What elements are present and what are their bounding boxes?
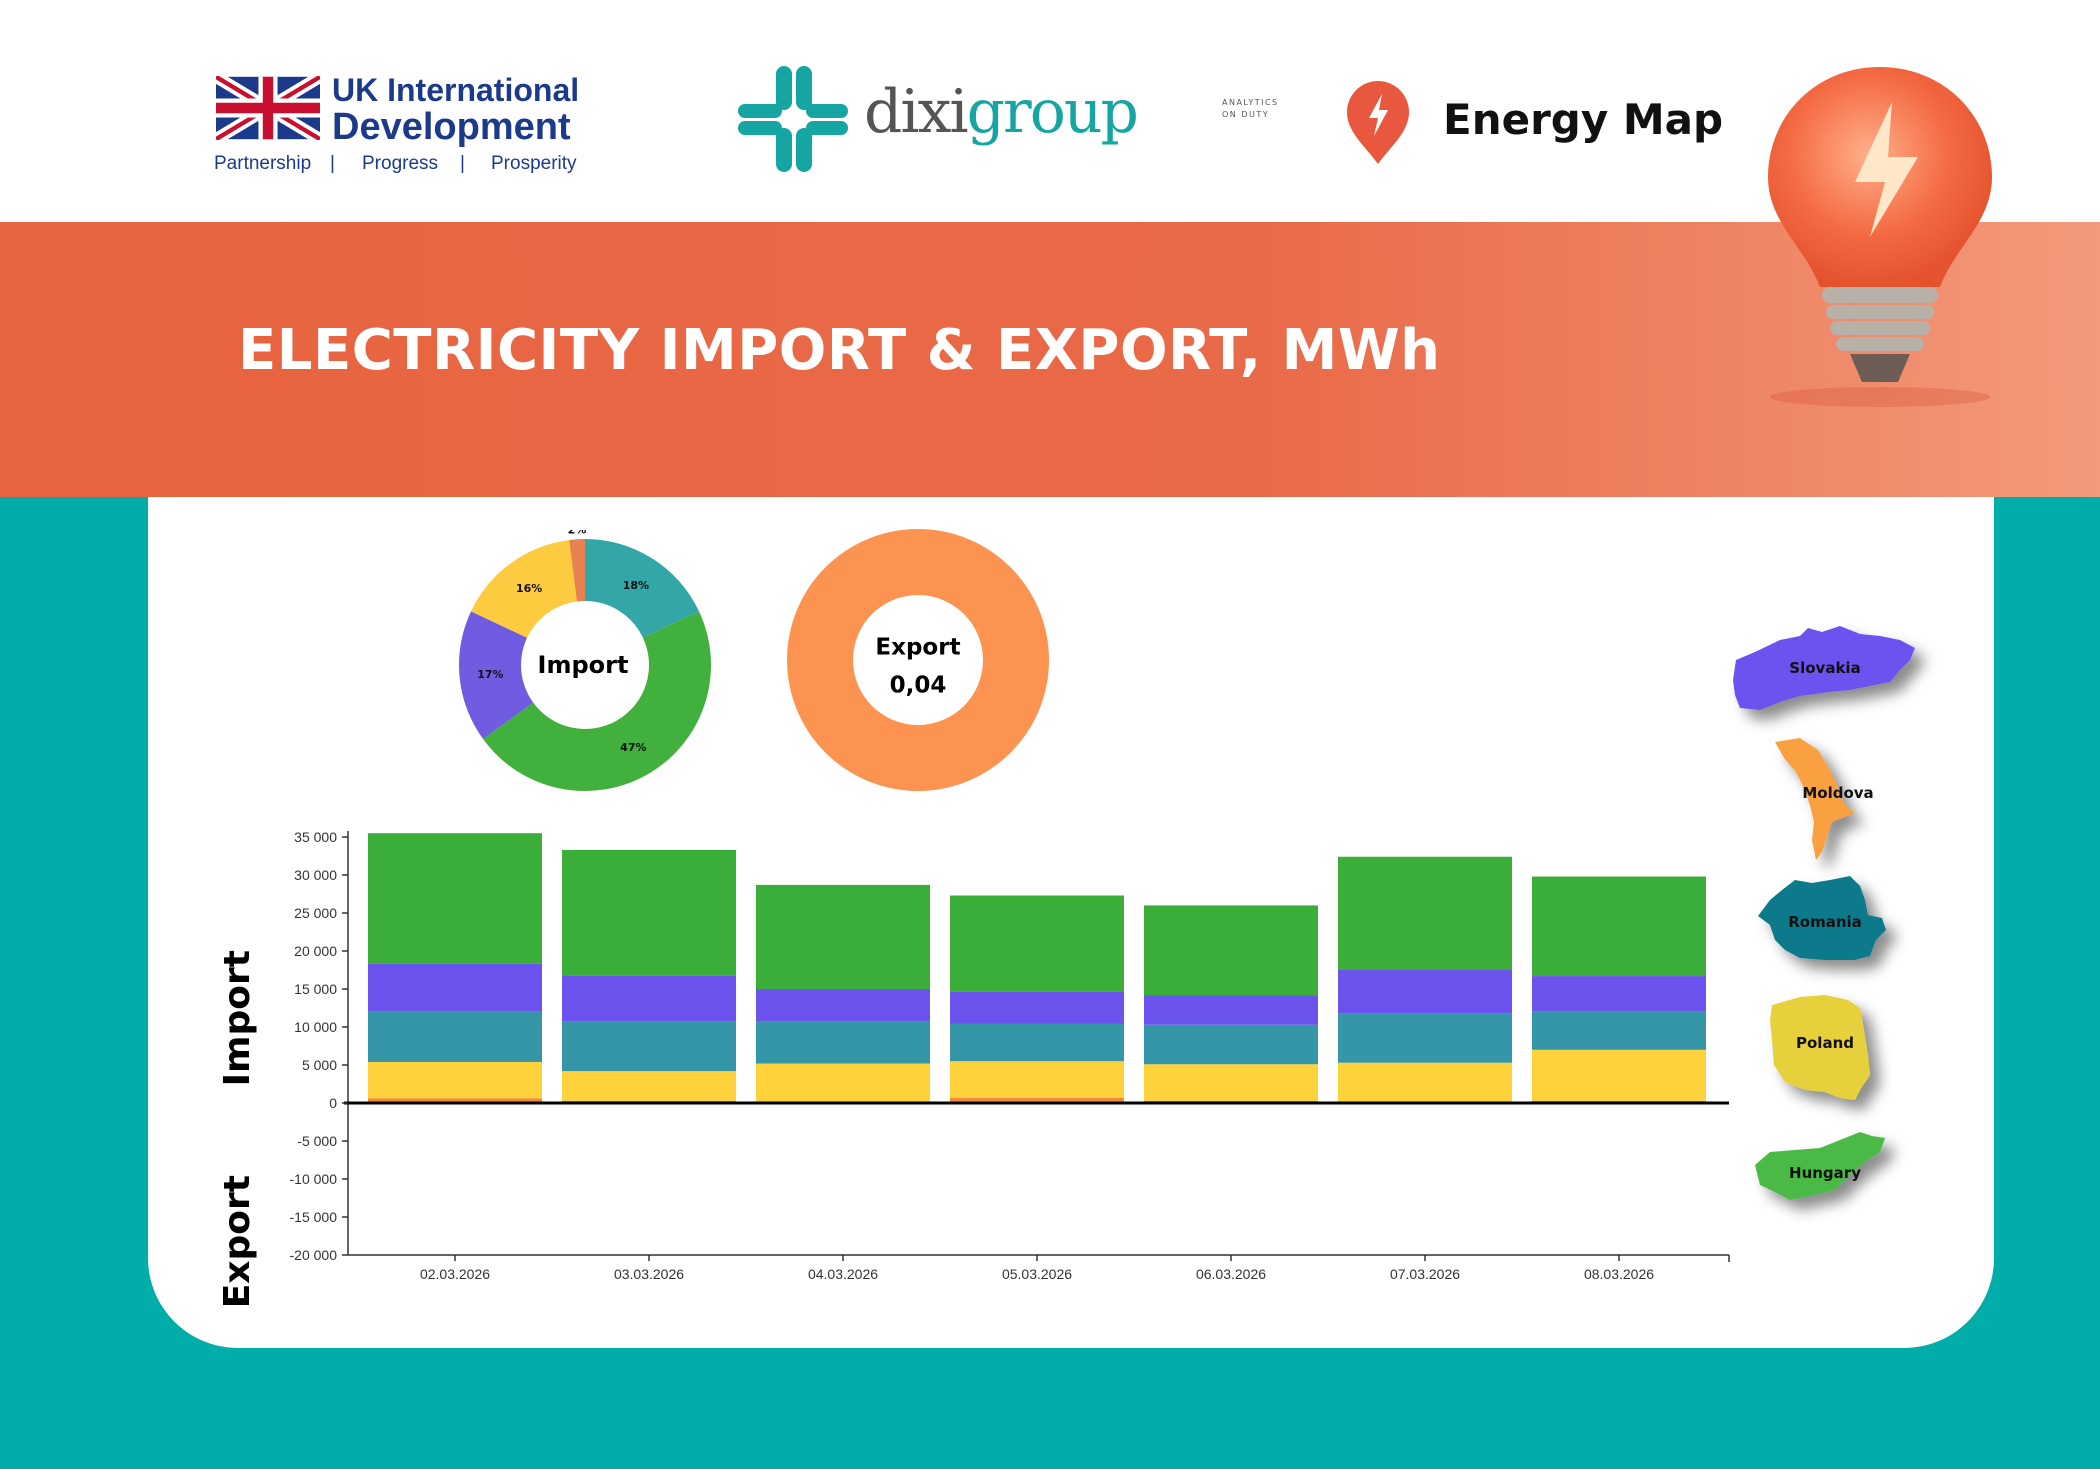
legend-label-poland: Poland — [1796, 1034, 1854, 1052]
dixigroup-wordmark-group: group — [966, 77, 1139, 147]
export-donut-center-value: 0,04 — [889, 672, 947, 699]
export-donut-chart — [787, 529, 1049, 791]
uk-tagline-sep: | — [460, 153, 465, 174]
map-pin-lightning-icon — [1347, 81, 1409, 164]
poland-map-icon — [1770, 995, 1870, 1100]
import-donut-slice-label: 18% — [623, 579, 649, 592]
uk-logo-line1: UK International — [332, 72, 580, 108]
dixigroup-wordmark: dixigroup — [864, 82, 1139, 142]
import-donut-center-label: Import — [537, 651, 629, 679]
import-donut-slice-label: 47% — [620, 741, 646, 754]
uk-tagline-sep: | — [330, 153, 335, 174]
import-donut-slice — [483, 611, 711, 792]
header: UK International Development Partnership… — [0, 0, 2100, 222]
import-donut-slice — [569, 539, 585, 602]
slovakia-map-icon — [1733, 626, 1915, 710]
import-donut-slice — [459, 611, 534, 740]
romania-map-icon — [1758, 876, 1886, 960]
import-donut-slice — [585, 539, 700, 638]
legend-label-romania: Romania — [1788, 913, 1862, 931]
y-axis-title-export: Export — [217, 1175, 258, 1309]
light-bulb-icon — [1768, 67, 1992, 407]
import-donut-slice-label: 17% — [477, 668, 503, 681]
uk-tagline-progress: Progress — [362, 153, 439, 174]
uk-tagline-partnership: Partnership — [214, 153, 312, 174]
y-axis-title-import: Import — [217, 950, 258, 1087]
dixigroup-emblem-icon — [738, 66, 848, 172]
union-jack-flag-icon — [216, 76, 320, 140]
export-donut-slice — [787, 529, 1049, 791]
energy-map-label: Energy Map — [1443, 95, 1724, 144]
legend-label-slovakia: Slovakia — [1789, 659, 1861, 677]
dixigroup-wordmark-dixi: dixi — [864, 77, 969, 147]
export-donut-center-label: Export — [875, 634, 961, 661]
hungary-map-icon — [1755, 1132, 1885, 1200]
uk-logo-line2: Development — [332, 106, 571, 148]
moldova-map-icon — [1775, 738, 1855, 860]
import-donut-slice-label: 16% — [516, 582, 542, 595]
import-donut-slice — [470, 539, 577, 638]
title-banner: ELECTRICITY IMPORT & EXPORT, MWh — [0, 222, 2100, 497]
dixigroup-sub1: ANALYTICS — [1222, 98, 1279, 107]
legend-label-moldova: Moldova — [1802, 784, 1874, 802]
dixigroup-logo: dixigroup ANALYTICS ON DUTY — [738, 62, 1298, 172]
uk-international-development-logo: UK International Development Partnership… — [214, 74, 584, 179]
import-donut-chart: 18% 47% 17% 16% 2% — [459, 530, 711, 792]
dixigroup-sub2: ON DUTY — [1222, 110, 1270, 119]
page-title: ELECTRICITY IMPORT & EXPORT, MWh — [238, 318, 1441, 383]
legend-label-hungary: Hungary — [1789, 1164, 1861, 1182]
uk-tagline-prosperity: Prosperity — [491, 153, 577, 174]
country-map-legend — [1733, 626, 1915, 1200]
import-donut-slice-label: 2% — [568, 530, 587, 536]
